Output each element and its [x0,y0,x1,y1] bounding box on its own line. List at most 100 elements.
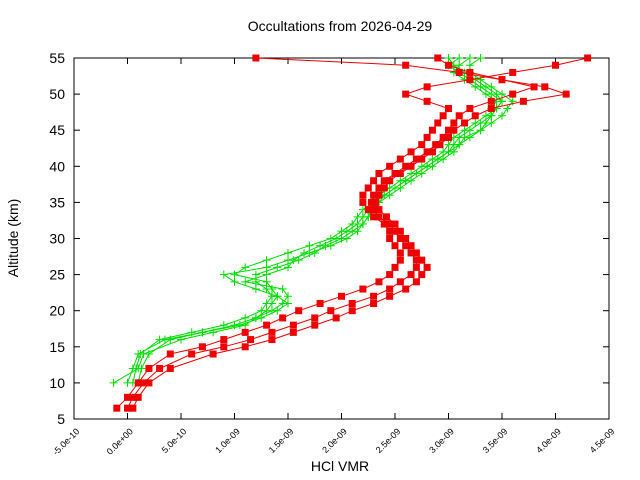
data-point [364,206,372,214]
y-tick-label: 35 [49,194,65,210]
profile-line [132,57,567,409]
data-point [370,191,378,199]
data-point [289,321,297,329]
data-point [367,198,375,206]
data-point [311,321,319,329]
y-tick-label: 20 [49,303,65,319]
data-point [241,263,250,272]
data-point [465,133,474,142]
y-tick-label: 55 [49,50,65,66]
data-point [386,227,394,235]
data-point [348,299,356,307]
data-point [487,105,495,113]
data-point [386,220,394,228]
data-point [445,105,452,113]
data-point [124,404,131,412]
data-point [455,140,464,149]
data-point [257,313,266,322]
data-point [412,249,420,257]
data-point [423,263,431,271]
profile-line [116,57,588,409]
data-point [434,119,442,127]
data-point [241,328,249,336]
data-point [370,177,378,185]
data-point [487,111,496,120]
data-point [338,292,345,300]
data-point [509,90,517,98]
data-point [348,307,356,315]
data-point [160,335,169,344]
data-point [407,148,415,156]
x-tick-label: 1.0e-09 [213,426,242,455]
data-point [372,198,380,206]
x-tick-label: 0.0e+00 [105,426,135,456]
data-point [382,213,390,221]
y-tick-label: 25 [49,267,65,283]
data-point [434,54,442,62]
data-point [327,307,335,315]
x-tick-label: 1.5e-09 [267,426,296,455]
data-point [241,343,249,351]
data-point [386,292,394,300]
data-point [476,126,485,135]
data-point [402,285,410,293]
data-point [386,177,394,185]
data-point [375,206,383,214]
data-point [262,299,271,308]
series-0 [109,54,517,387]
data-point [262,263,271,272]
data-point [455,61,464,70]
data-point [370,299,378,307]
profile-line [132,57,514,384]
data-point [492,90,501,99]
data-point [332,234,341,243]
x-tick-label: 3.0e-09 [427,426,456,455]
data-point [476,54,485,62]
data-point [423,162,432,171]
data-point [326,241,335,250]
data-point [455,54,464,62]
data-point [380,184,388,192]
data-point [370,292,378,300]
data-point [481,90,490,99]
data-point [230,277,239,286]
data-point [284,292,292,301]
data-point [530,83,538,91]
y-tick-label: 15 [49,339,65,355]
data-point [342,227,351,236]
data-point [251,270,260,279]
data-point [241,277,250,286]
y-tick-label: 5 [57,411,65,427]
data-point [134,350,143,359]
data-point [386,162,394,170]
data-point [503,104,512,113]
data-point [386,285,394,293]
data-point [445,133,452,141]
data-point [402,90,410,98]
data-point [465,54,474,62]
data-point [198,328,207,337]
data-point [519,97,527,105]
data-point [359,198,367,206]
data-point [278,285,287,294]
data-point [273,292,282,301]
data-point [428,126,436,134]
data-point [262,277,271,286]
data-point [375,184,383,192]
data-point [396,256,404,264]
profile-line [127,57,536,409]
data-point [396,170,404,178]
data-point [407,249,415,257]
data-point [247,336,255,344]
data-point [386,235,394,242]
data-point [428,148,436,156]
data-point [262,270,271,279]
y-tick-label: 10 [49,375,65,391]
data-point [284,263,292,272]
data-point [444,140,453,149]
data-point [166,350,174,358]
data-point [391,220,399,228]
data-point [342,234,351,243]
data-point [391,242,399,250]
data-point [375,213,383,221]
